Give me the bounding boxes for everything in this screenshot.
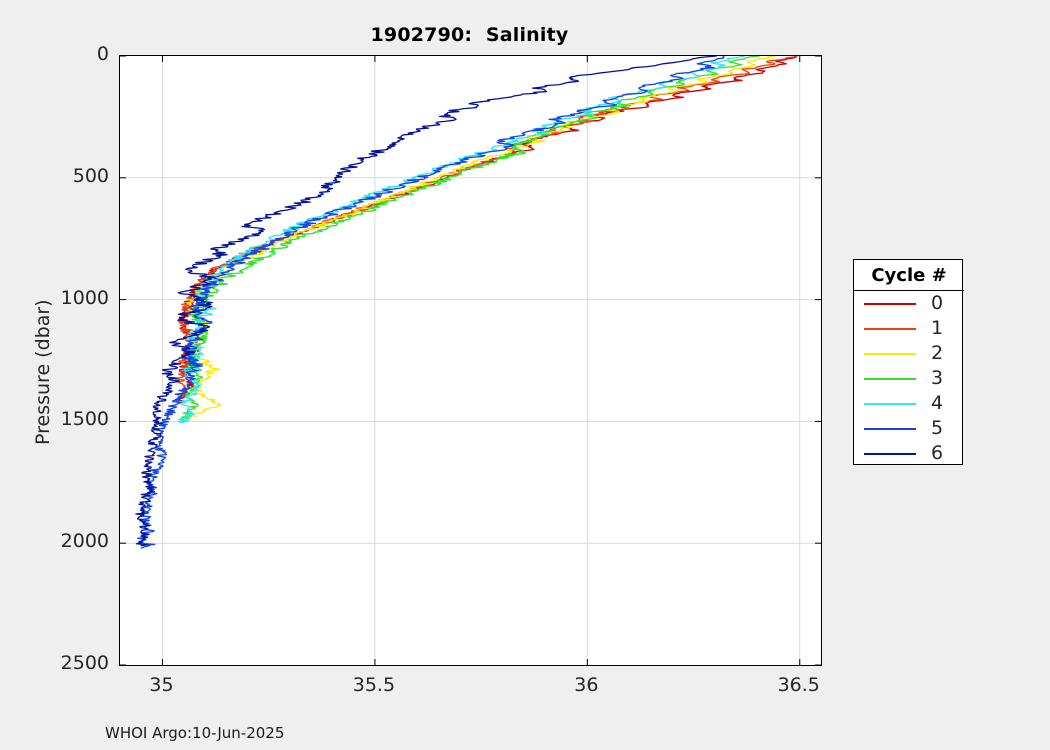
- source-footer: WHOI Argo:10-Jun-2025: [105, 724, 285, 742]
- y-tick-label: 0: [96, 43, 109, 65]
- legend-item-cycle-4[interactable]: 4: [854, 391, 964, 416]
- x-tick-label: 36.5: [777, 674, 820, 696]
- legend-item-cycle-2[interactable]: 2: [854, 341, 964, 366]
- y-tick-label: 1500: [60, 408, 109, 431]
- legend-item-cycle-6[interactable]: 6: [854, 441, 964, 466]
- legend-title: Cycle #: [854, 260, 964, 291]
- legend-color-swatch: [864, 352, 916, 355]
- legend-item-cycle-5[interactable]: 5: [854, 416, 964, 441]
- profile-line-cycle-0: [174, 56, 798, 403]
- legend-item-label: 5: [930, 417, 944, 439]
- x-tick-label: 36: [574, 674, 599, 696]
- x-tick-label: 35: [149, 674, 174, 696]
- legend-color-swatch: [864, 377, 916, 380]
- legend-color-swatch: [864, 327, 916, 330]
- legend-color-swatch: [864, 452, 916, 455]
- profile-line-cycle-3: [180, 56, 760, 420]
- y-axis-label: Pressure (dbar): [32, 298, 54, 445]
- legend-item-cycle-0[interactable]: 0: [854, 291, 964, 316]
- legend-item-cycle-3[interactable]: 3: [854, 366, 964, 391]
- legend-item-label: 1: [930, 317, 944, 339]
- x-tick-label: 35.5: [352, 674, 396, 696]
- legend-item-label: 3: [930, 367, 944, 389]
- profile-line-cycle-4: [177, 56, 746, 424]
- plot-axes-area: [119, 55, 822, 666]
- page-title: 1902790: Salinity: [370, 24, 569, 46]
- grid-lines: [120, 56, 821, 665]
- legend-item-list: 0 1 2 3 4 5 6: [854, 291, 964, 466]
- profile-line-cycle-1: [175, 56, 798, 404]
- profile-line-cycle-6: [135, 56, 717, 547]
- y-tick-label: 500: [72, 164, 109, 187]
- profile-line-cycle-5: [136, 56, 725, 549]
- legend: Cycle # 0 1 2 3 4 5 6: [853, 259, 964, 466]
- legend-color-swatch: [864, 427, 916, 430]
- profile-line-cycle-2: [186, 56, 777, 418]
- legend-color-swatch: [864, 402, 916, 405]
- legend-item-label: 4: [930, 392, 944, 414]
- legend-item-label: 2: [930, 342, 944, 364]
- legend-color-swatch: [864, 302, 916, 305]
- legend-item-label: 6: [930, 442, 944, 464]
- legend-item-label: 0: [930, 292, 944, 314]
- y-tick-label: 2500: [60, 652, 109, 674]
- legend-item-cycle-1[interactable]: 1: [854, 316, 964, 341]
- y-tick-label: 1000: [60, 286, 109, 309]
- y-tick-label: 2000: [60, 530, 109, 553]
- salinity-profile-curves: [135, 56, 798, 549]
